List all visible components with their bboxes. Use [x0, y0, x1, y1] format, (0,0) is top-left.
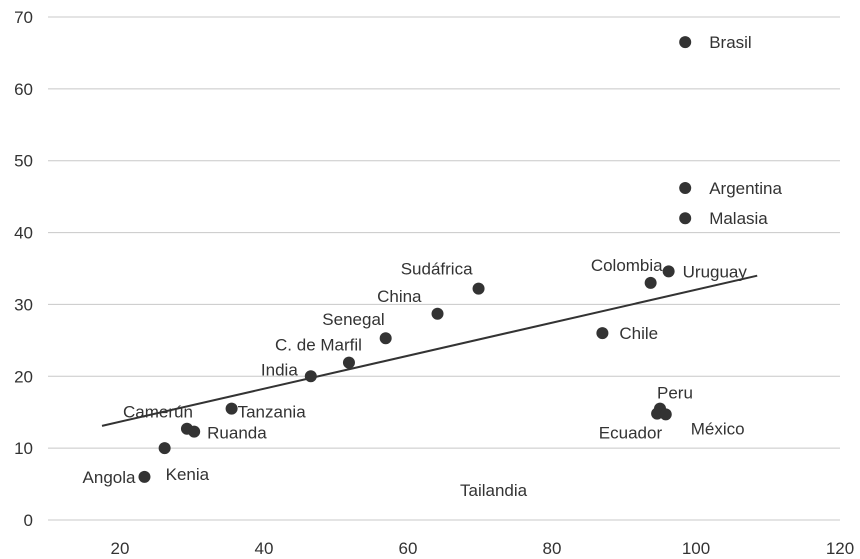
point-india — [305, 370, 317, 382]
label-ecuador: Ecuador — [599, 424, 663, 443]
point-china — [432, 308, 444, 320]
label-kenia: Kenia — [166, 465, 210, 484]
point-colombia — [645, 277, 657, 289]
point-malasia — [679, 212, 691, 224]
label-sudafrica: Sudáfrica — [401, 260, 473, 279]
label-angola: Angola — [83, 468, 136, 487]
label-argentina: Argentina — [709, 179, 782, 198]
label-peru: Peru — [657, 384, 693, 403]
point-senegal — [380, 332, 392, 344]
label-china: China — [377, 287, 422, 306]
point-chile — [596, 327, 608, 339]
point-brasil — [679, 36, 691, 48]
y-tick-label: 20 — [14, 367, 33, 386]
label-mexico: México — [691, 419, 745, 438]
label-chile: Chile — [619, 324, 658, 343]
y-tick-label: 0 — [24, 511, 33, 530]
point-kenia — [159, 442, 171, 454]
label-uruguay: Uruguay — [683, 262, 748, 281]
label-camerun: Camerún — [123, 403, 193, 422]
point-angola — [138, 471, 150, 483]
label-tailandia: Tailandia — [460, 481, 528, 500]
y-tick-label: 10 — [14, 439, 33, 458]
point-mexico — [660, 408, 672, 420]
y-tick-label: 70 — [14, 8, 33, 27]
point-ruanda — [188, 426, 200, 438]
point-sudafrica — [473, 283, 485, 295]
label-brasil: Brasil — [709, 33, 752, 52]
label-senegal: Senegal — [322, 310, 384, 329]
y-tick-label: 60 — [14, 80, 33, 99]
y-tick-label: 50 — [14, 152, 33, 171]
label-c-de-marfil: C. de Marfil — [275, 336, 362, 355]
x-tick-label: 20 — [111, 539, 130, 558]
x-tick-label: 100 — [682, 539, 710, 558]
x-tick-label: 120 — [826, 539, 854, 558]
label-malasia: Malasia — [709, 209, 768, 228]
y-tick-label: 30 — [14, 295, 33, 314]
point-argentina — [679, 182, 691, 194]
x-tick-label: 60 — [399, 539, 418, 558]
y-tick-label: 40 — [14, 224, 33, 243]
point-c-de-marfil — [343, 357, 355, 369]
point-tanzania — [226, 403, 238, 415]
x-tick-label: 40 — [255, 539, 274, 558]
label-tanzania: Tanzania — [238, 403, 307, 422]
x-tick-label: 80 — [543, 539, 562, 558]
x-axis-ticks: 20 40 60 80 100 120 — [111, 539, 855, 558]
label-ruanda: Ruanda — [207, 424, 267, 443]
label-colombia: Colombia — [591, 256, 663, 275]
point-uruguay — [663, 265, 675, 277]
y-axis-ticks: 0 10 20 30 40 50 60 70 — [14, 8, 33, 530]
label-india: India — [261, 360, 298, 379]
